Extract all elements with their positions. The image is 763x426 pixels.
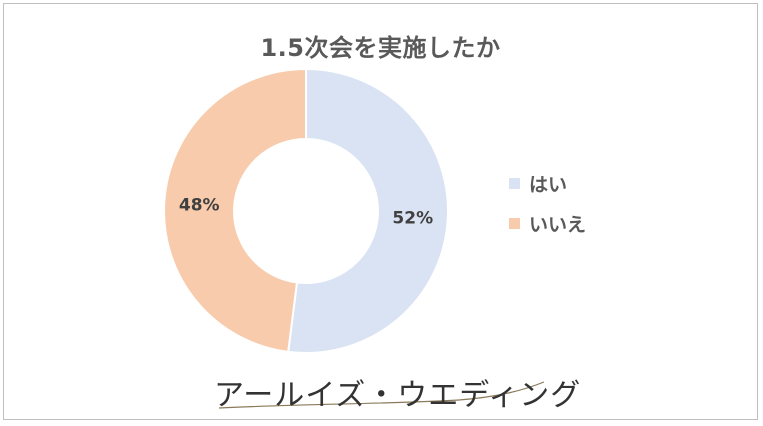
legend-item-no: いいえ bbox=[509, 210, 586, 236]
legend-swatch-no bbox=[509, 217, 520, 229]
slice-no bbox=[163, 67, 307, 353]
legend-label-no: いいえ bbox=[529, 213, 587, 236]
data-label-yes: 52% bbox=[392, 209, 433, 229]
chart-frame: 1.5次会を実施したか はい いいえ アールイズ・ウエディング bbox=[3, 3, 758, 420]
legend-swatch-yes bbox=[509, 177, 520, 189]
logo-text: アールイズ・ウエディング bbox=[214, 378, 582, 413]
logo-swoosh bbox=[218, 381, 545, 409]
chart-title: 1.5次会を実施したか bbox=[260, 34, 501, 62]
legend-item-yes: はい bbox=[509, 170, 586, 196]
legend-label-yes: はい bbox=[529, 173, 568, 196]
chart-legend: はい いいえ bbox=[509, 170, 586, 250]
data-label-no: 48% bbox=[179, 195, 220, 215]
brand-logo: アールイズ・ウエディング bbox=[209, 364, 580, 419]
slice-yes bbox=[287, 67, 449, 354]
